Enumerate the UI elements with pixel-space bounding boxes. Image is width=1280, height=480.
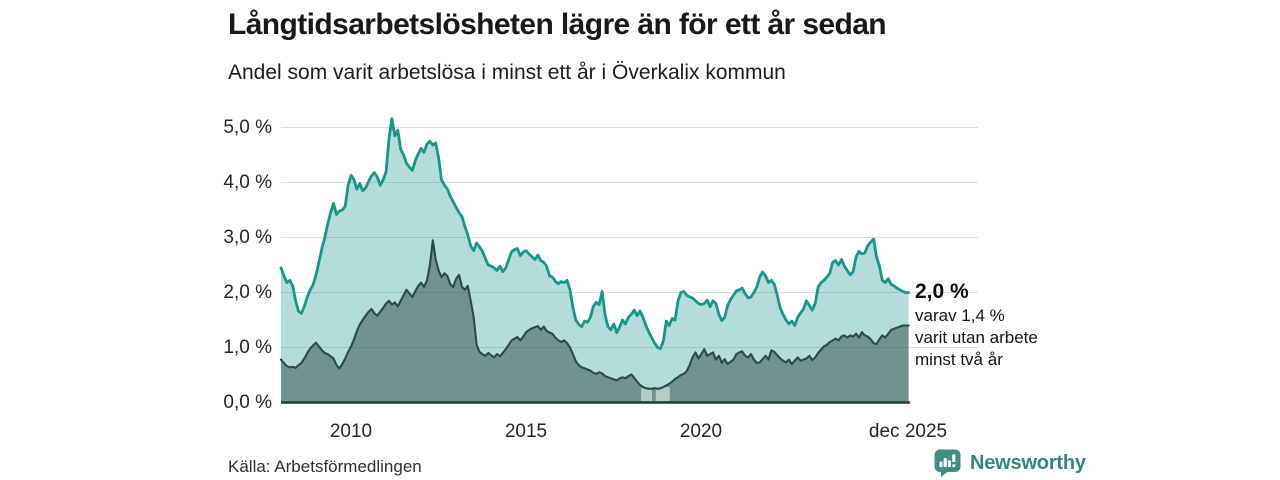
y-axis-tick-label: 1,0 % (223, 336, 272, 358)
y-axis-tick-label: 3,0 % (223, 226, 272, 248)
low-data-marker-1 (655, 387, 670, 401)
x-axis-tick-label: 2015 (504, 421, 548, 442)
series-0-line (279, 117, 910, 350)
annotation-value: 2,0 % (915, 280, 969, 303)
newsworthy-bar-chart-bubble-icon (934, 449, 961, 477)
source-label: Källa: Arbetsförmedlingen (228, 457, 422, 476)
annotation-line: varit utan arbete (915, 328, 1038, 347)
y-axis-tick-label: 4,0 % (223, 171, 272, 193)
chart-title: Långtidsarbetslösheten lägre än för ett … (228, 8, 887, 41)
y-axis-tick-label: 0,0 % (223, 391, 272, 413)
x-axis-tick-label: 2010 (329, 421, 373, 442)
y-axis-tick-label: 5,0 % (223, 116, 272, 138)
x-axis-tick-label: 2020 (679, 421, 723, 442)
annotation-line: varav 1,4 % (915, 306, 1005, 325)
series-1-area (281, 240, 909, 403)
y-axis-tick-label: 2,0 % (223, 281, 272, 303)
annotation-line: minst två år (915, 350, 1003, 369)
newsworthy-wordmark: Newsworthy (970, 451, 1086, 474)
end-value-annotation: 2,0 % varav 1,4 % varit utan arbete mins… (915, 279, 1065, 371)
x-axis-tick-label: dec 2025 (868, 421, 948, 442)
chart-subtitle: Andel som varit arbetslösa i minst ett å… (228, 61, 786, 84)
series-1-line (279, 239, 910, 390)
low-data-marker-0 (641, 387, 652, 401)
newsworthy-logo[interactable]: Newsworthy (933, 448, 1086, 478)
